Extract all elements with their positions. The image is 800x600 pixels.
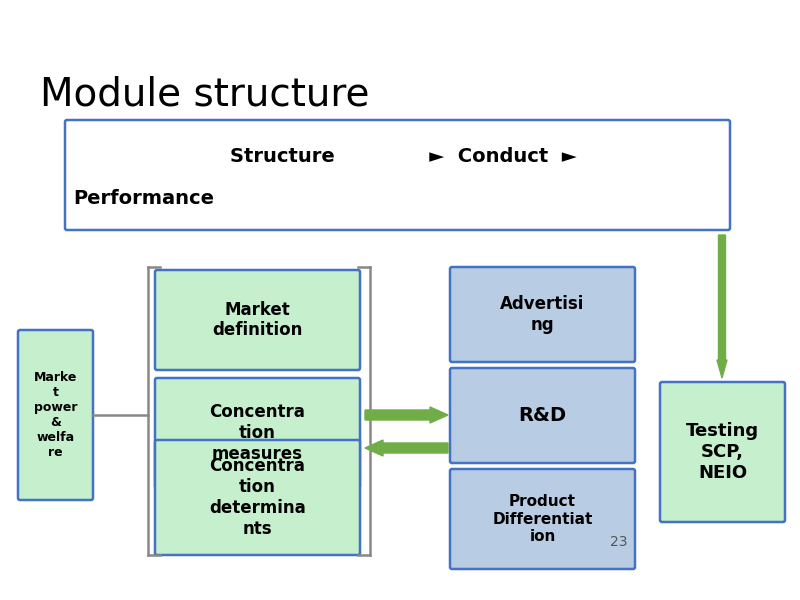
Text: 23: 23 [610,535,627,549]
FancyBboxPatch shape [18,330,93,500]
Text: Concentra
tion
determina
nts: Concentra tion determina nts [209,457,306,538]
FancyBboxPatch shape [450,368,635,463]
Text: Module structure: Module structure [40,75,370,113]
FancyBboxPatch shape [660,382,785,522]
Polygon shape [717,235,727,378]
Text: Testing
SCP,
NEIO: Testing SCP, NEIO [686,422,759,482]
Text: Advertisi
ng: Advertisi ng [500,295,585,334]
Text: Product
Differentiat
ion: Product Differentiat ion [492,494,593,544]
Text: Market
definition: Market definition [212,301,302,340]
Text: Marke
t
power
&
welfa
re: Marke t power & welfa re [34,371,78,459]
FancyBboxPatch shape [155,440,360,555]
Text: Concentra
tion
measures: Concentra tion measures [210,403,306,463]
FancyBboxPatch shape [155,270,360,370]
FancyBboxPatch shape [450,469,635,569]
Polygon shape [365,407,448,423]
FancyBboxPatch shape [65,120,730,230]
Text: Performance: Performance [73,188,214,208]
FancyBboxPatch shape [155,378,360,488]
Polygon shape [365,440,448,456]
FancyBboxPatch shape [450,267,635,362]
Text: Structure              ►  Conduct  ►: Structure ► Conduct ► [203,148,577,166]
Text: R&D: R&D [518,406,566,425]
